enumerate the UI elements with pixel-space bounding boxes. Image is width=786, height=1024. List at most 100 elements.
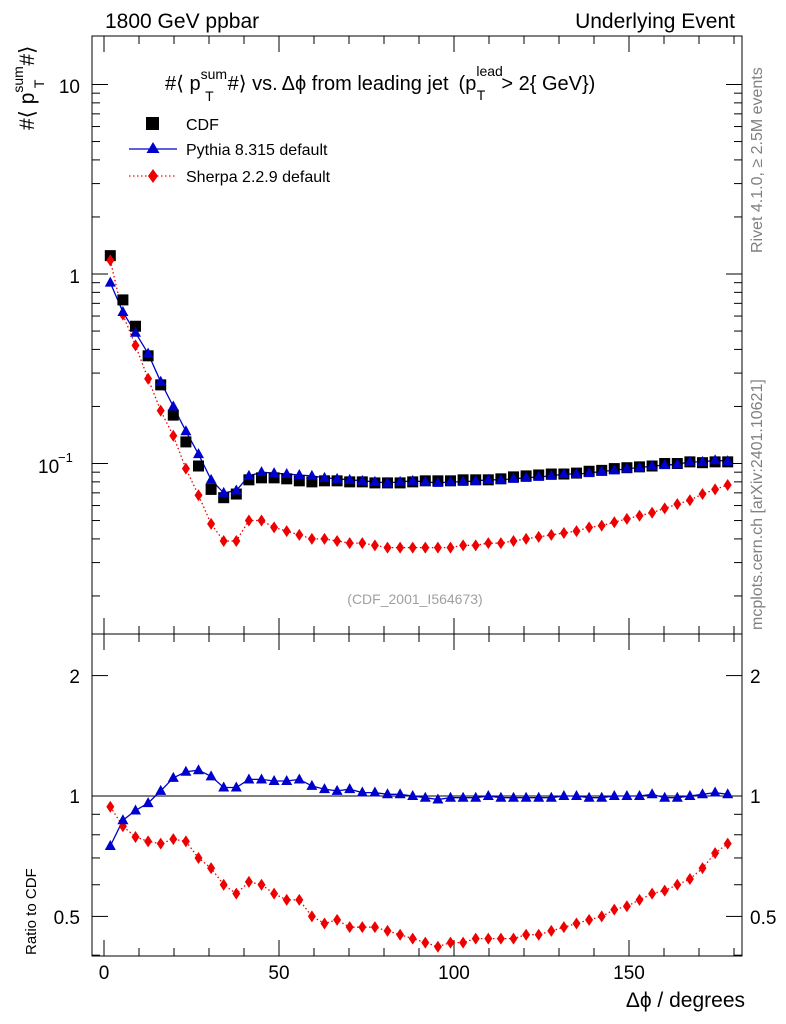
sherpa-point bbox=[144, 372, 153, 385]
pythia-ratio-point bbox=[608, 790, 620, 800]
pythia-ratio-point bbox=[457, 791, 469, 802]
sherpa-ratio-point bbox=[320, 917, 329, 930]
y-axis-label-main: #⟨ psum T #⟩ bbox=[10, 46, 47, 130]
pythia-point bbox=[558, 468, 570, 479]
x-ticks bbox=[103, 36, 735, 956]
y-tick-ratio-2-left: 2 bbox=[69, 667, 80, 688]
pythia-point bbox=[659, 459, 671, 470]
sherpa-point bbox=[257, 514, 266, 527]
legend: CDF Pythia 8.315 default Sherpa 2.2.9 de… bbox=[129, 117, 331, 186]
pythia-point bbox=[520, 471, 532, 482]
sherpa-ratio-point bbox=[522, 928, 531, 941]
sherpa-point bbox=[711, 483, 720, 496]
pythia-ratio-point bbox=[293, 773, 305, 784]
sherpa-point bbox=[244, 514, 253, 527]
pythia-point bbox=[394, 475, 406, 486]
pythia-point bbox=[445, 475, 456, 486]
pythia-ratio-point bbox=[319, 783, 330, 794]
pythia-ratio-point bbox=[671, 791, 683, 802]
x-tick-150: 150 bbox=[613, 963, 645, 984]
legend-marker-pythia bbox=[146, 142, 160, 153]
sherpa-point bbox=[648, 506, 657, 519]
y-tick-main-0.1: 10 −1 bbox=[38, 450, 73, 478]
pythia-point bbox=[193, 448, 204, 459]
sherpa-ratio-point bbox=[698, 862, 707, 875]
sherpa-point bbox=[131, 339, 140, 352]
title-part-e: > 2{ GeV}) bbox=[501, 73, 595, 95]
pythia-point bbox=[621, 462, 633, 473]
sherpa-point bbox=[181, 462, 190, 475]
pythia-ratio-point bbox=[571, 790, 582, 800]
sherpa-ratio-point bbox=[396, 928, 405, 941]
sherpa-ratio-point bbox=[723, 837, 732, 850]
sherpa-point bbox=[610, 516, 619, 529]
pythia-ratio-point bbox=[621, 790, 633, 800]
pythia-point bbox=[634, 461, 645, 472]
x-axis-label: Δϕ / degrees bbox=[626, 989, 745, 1012]
pythia-point bbox=[722, 455, 734, 466]
sherpa-point bbox=[673, 498, 682, 511]
pythia-point bbox=[243, 469, 255, 480]
pythia-ratio-point bbox=[508, 791, 519, 802]
main-ticks bbox=[92, 84, 742, 597]
y-tick-ratio-0.5-right: 0.5 bbox=[750, 908, 776, 929]
analysis-id-watermark: (CDF_2001_I564673) bbox=[347, 591, 482, 607]
title-part-a: #⟨ p bbox=[165, 73, 201, 95]
sherpa-point bbox=[534, 530, 543, 543]
pythia-ratio-point bbox=[709, 786, 721, 797]
sherpa-point bbox=[446, 541, 455, 554]
x-tick-50: 50 bbox=[268, 963, 289, 984]
cdf-point bbox=[256, 472, 267, 484]
pythia-ratio-point bbox=[545, 791, 557, 802]
sherpa-ratio-point bbox=[572, 917, 581, 930]
y-axis-label-ratio: Ratio to CDF bbox=[23, 868, 40, 955]
sherpa-point bbox=[345, 537, 354, 550]
cdf-point bbox=[117, 294, 129, 306]
cdf-point bbox=[268, 472, 280, 484]
cdf-point bbox=[193, 460, 204, 472]
sherpa-point bbox=[232, 534, 241, 547]
title-part-d: (p bbox=[459, 73, 477, 95]
pythia-point bbox=[482, 473, 494, 484]
pythia-point bbox=[369, 475, 381, 486]
sherpa-ratio-point bbox=[421, 936, 430, 949]
ylabel-main-sup: sum bbox=[10, 66, 26, 92]
sherpa-ratio-point bbox=[358, 921, 367, 934]
sherpa-ratio-point bbox=[622, 900, 631, 913]
pythia-ratio-point bbox=[243, 773, 255, 784]
sherpa-point bbox=[496, 537, 505, 550]
sherpa-ratio-point bbox=[219, 878, 228, 891]
sherpa-ratio-point bbox=[144, 835, 153, 848]
sherpa-ratio-point bbox=[471, 932, 480, 945]
sherpa-ratio-point bbox=[484, 932, 493, 945]
cdf-point bbox=[293, 475, 305, 487]
pythia-ratio-point bbox=[394, 788, 406, 799]
sherpa-point bbox=[471, 539, 480, 552]
pythia-ratio-point bbox=[684, 790, 696, 800]
sherpa-ratio-point bbox=[383, 924, 392, 937]
main-series bbox=[104, 250, 734, 554]
sherpa-point bbox=[307, 532, 316, 545]
cdf-point bbox=[130, 320, 141, 332]
pythia-ratio-point bbox=[344, 783, 356, 794]
sherpa-ratio-point bbox=[673, 878, 682, 891]
x-tick-0: 0 bbox=[99, 963, 110, 984]
pythia-point bbox=[382, 476, 393, 487]
ylabel-main-b: #⟩ bbox=[16, 46, 39, 66]
sherpa-point bbox=[597, 519, 606, 532]
pythia-ratio-point bbox=[432, 793, 444, 804]
pythia-ratio-point bbox=[180, 765, 192, 776]
pythia-ratio-point bbox=[331, 784, 343, 795]
pythia-point bbox=[596, 465, 608, 476]
pythia-ratio-point bbox=[697, 788, 708, 799]
sherpa-point bbox=[547, 528, 556, 541]
plot-title: #⟨ psum T #⟩ vs. Δϕ from leading jet (plead T… bbox=[165, 63, 595, 104]
pythia-ratio-point bbox=[445, 791, 456, 802]
ratio-plot-frame bbox=[91, 633, 743, 957]
pythia-ratio-point bbox=[193, 764, 204, 775]
sherpa-point bbox=[408, 541, 417, 554]
pythia-ratio-point bbox=[205, 770, 217, 781]
sherpa-ratio-point bbox=[446, 936, 455, 949]
pythia-point bbox=[180, 425, 192, 436]
sherpa-point bbox=[156, 404, 165, 417]
